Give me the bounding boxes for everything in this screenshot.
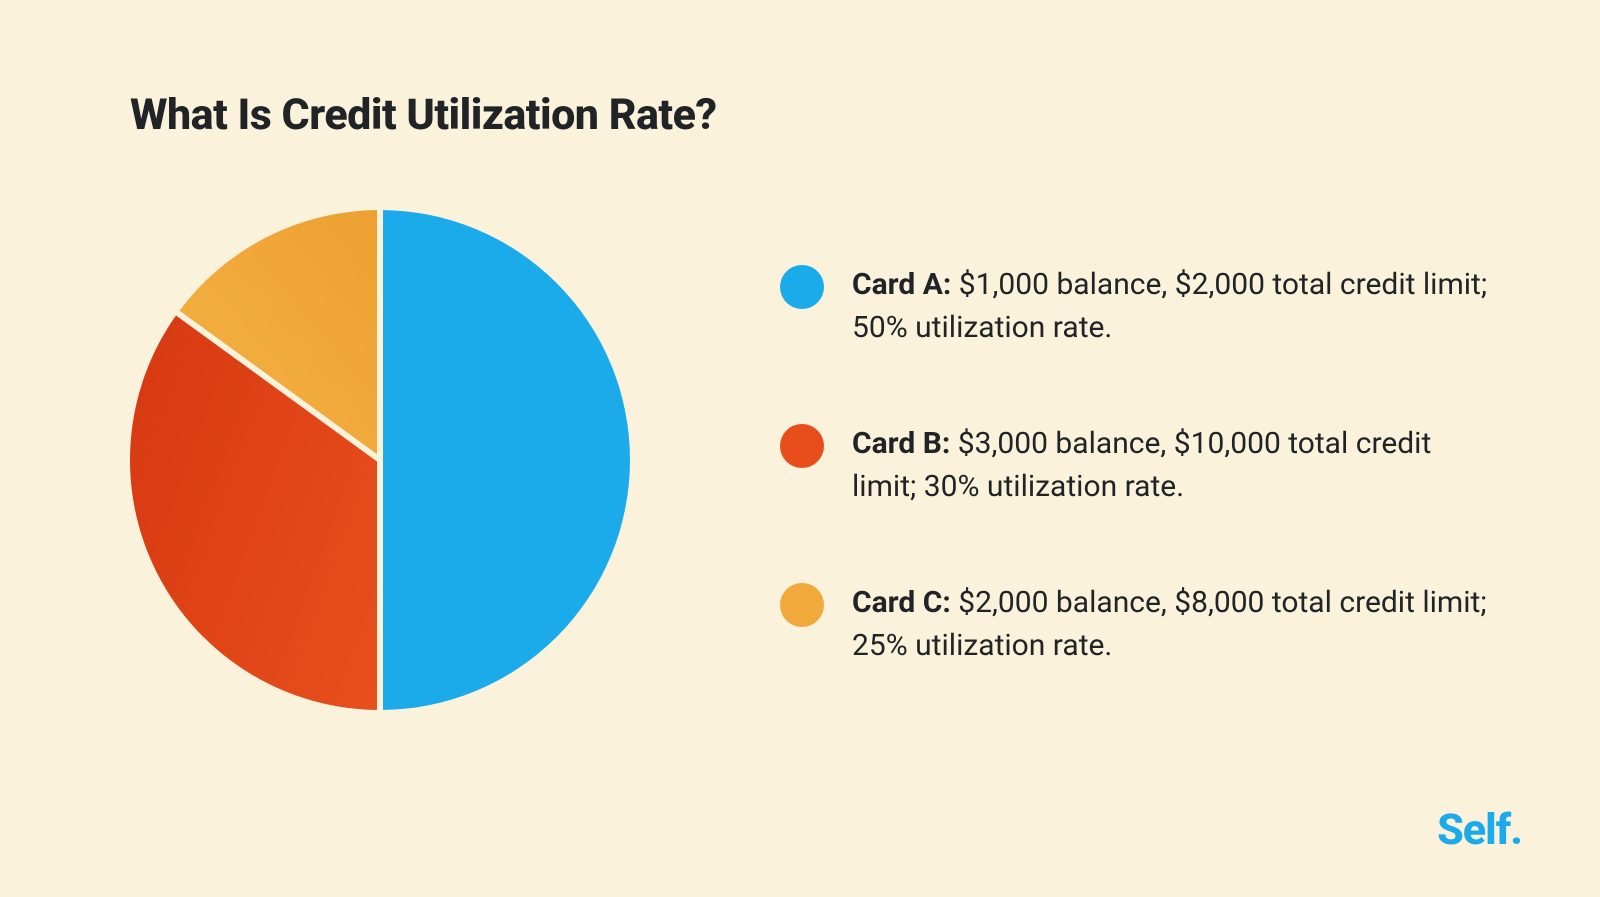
page-title: What Is Credit Utilization Rate? [130,90,1490,140]
pie-svg [130,210,630,710]
brand-logo: Self. [1437,805,1522,855]
legend-text-card-b: Card B: $3,000 balance, $10,000 total cr… [852,422,1490,509]
legend-dot-card-c [780,583,824,627]
legend-item-card-b: Card B: $3,000 balance, $10,000 total cr… [780,422,1490,509]
legend-dot-card-b [780,424,824,468]
legend-label-card-b: Card B: [852,426,950,461]
content-row: Card A: $1,000 balance, $2,000 total cre… [130,210,1490,710]
legend-label-card-c: Card C: [852,585,951,620]
legend: Card A: $1,000 balance, $2,000 total cre… [780,253,1490,668]
legend-text-card-c: Card C: $2,000 balance, $8,000 total cre… [852,581,1490,668]
legend-item-card-a: Card A: $1,000 balance, $2,000 total cre… [780,263,1490,350]
infographic-canvas: What Is Credit Utilization Rate? Card A:… [0,0,1600,897]
legend-text-card-a: Card A: $1,000 balance, $2,000 total cre… [852,263,1490,350]
legend-label-card-a: Card A: [852,267,951,302]
legend-item-card-c: Card C: $2,000 balance, $8,000 total cre… [780,581,1490,668]
pie-chart [130,210,630,710]
pie-slice-card_a [380,210,630,710]
legend-dot-card-a [780,265,824,309]
